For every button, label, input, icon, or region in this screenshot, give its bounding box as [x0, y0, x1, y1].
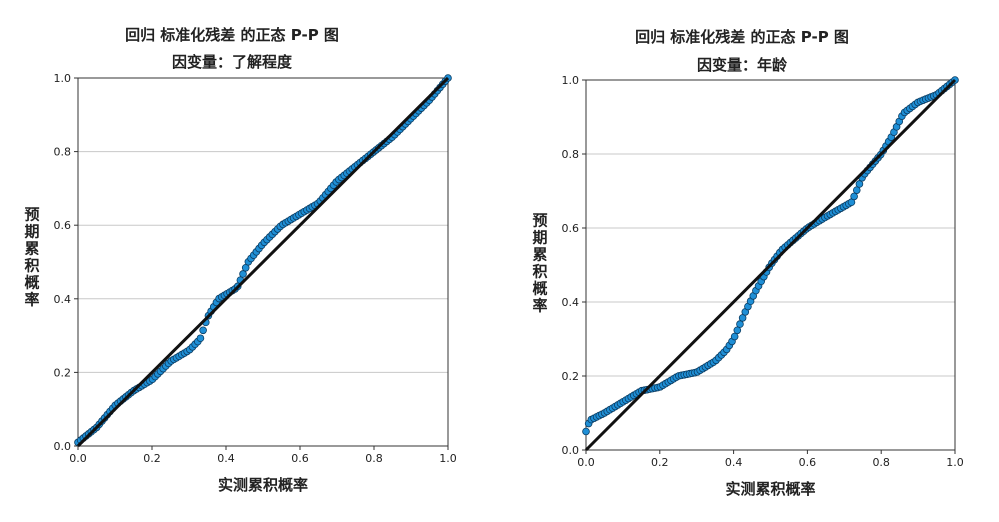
- y-axis-label: 预期累积概率: [532, 212, 547, 315]
- x-axis-label: 实测累积概率: [725, 480, 815, 498]
- x-tick-label: 0.0: [69, 452, 87, 465]
- x-tick-label: 1.0: [946, 456, 964, 469]
- x-axis-label: 实测累积概率: [218, 476, 308, 494]
- pp-plot-right: 回归 标准化残差 的正态 P-P 图因变量：年龄 0.0 0.2 0.4 0.6 0.8 1…: [500, 0, 999, 522]
- data-point: [736, 320, 744, 328]
- pp-plot-left: 回归 标准化残差 的正态 P-P 图因变量：了解程度 0.0 0.2 0.4 0.6 0.…: [0, 0, 499, 522]
- y-tick-label: 0.6: [54, 219, 72, 232]
- x-tick-label: 0.6: [291, 452, 309, 465]
- y-tick-label: 0.8: [562, 148, 580, 161]
- y-tick-label: 0.2: [54, 366, 72, 379]
- y-tick-label: 0.2: [562, 370, 580, 383]
- chart-title: 回归 标准化残差 的正态 P-P 图: [635, 28, 849, 46]
- data-point: [855, 180, 864, 188]
- reference-line: [76, 76, 450, 448]
- x-tick-label: 0.4: [217, 452, 235, 465]
- y-axis-label: 预期累积概率: [24, 206, 39, 309]
- data-point: [199, 326, 207, 335]
- y-tick-label: 0.0: [54, 440, 72, 453]
- x-tick-label: 0.6: [799, 456, 817, 469]
- plot-frame: [585, 79, 956, 451]
- chart-subtitle: 因变量：了解程度: [172, 53, 293, 71]
- x-tick-label: 0.8: [365, 452, 383, 465]
- y-tick-label: 1.0: [54, 72, 72, 85]
- data-point: [850, 192, 858, 201]
- data-point: [730, 332, 739, 341]
- x-tick-label: 0.2: [651, 456, 669, 469]
- y-tick-label: 0.6: [562, 222, 580, 235]
- data-point: [852, 186, 861, 194]
- x-tick-label: 0.0: [577, 456, 595, 469]
- y-tick-label: 0.4: [54, 293, 72, 306]
- chart-title: 回归 标准化残差 的正态 P-P 图: [125, 26, 339, 44]
- x-tick-label: 0.4: [725, 456, 743, 469]
- y-tick-label: 0.4: [562, 296, 580, 309]
- data-point: [239, 270, 247, 278]
- data-point: [733, 326, 742, 335]
- data-point: [196, 334, 205, 343]
- reference-line: [584, 78, 957, 452]
- data-point: [582, 427, 590, 436]
- chart-subtitle: 因变量：年龄: [697, 56, 788, 74]
- y-tick-label: 0.8: [54, 146, 72, 159]
- x-tick-label: 0.8: [872, 456, 890, 469]
- x-tick-label: 0.2: [143, 452, 161, 465]
- plot-frame: [77, 77, 449, 447]
- y-tick-label: 1.0: [562, 74, 580, 87]
- y-tick-label: 0.0: [562, 444, 580, 457]
- x-tick-label: 1.0: [439, 452, 457, 465]
